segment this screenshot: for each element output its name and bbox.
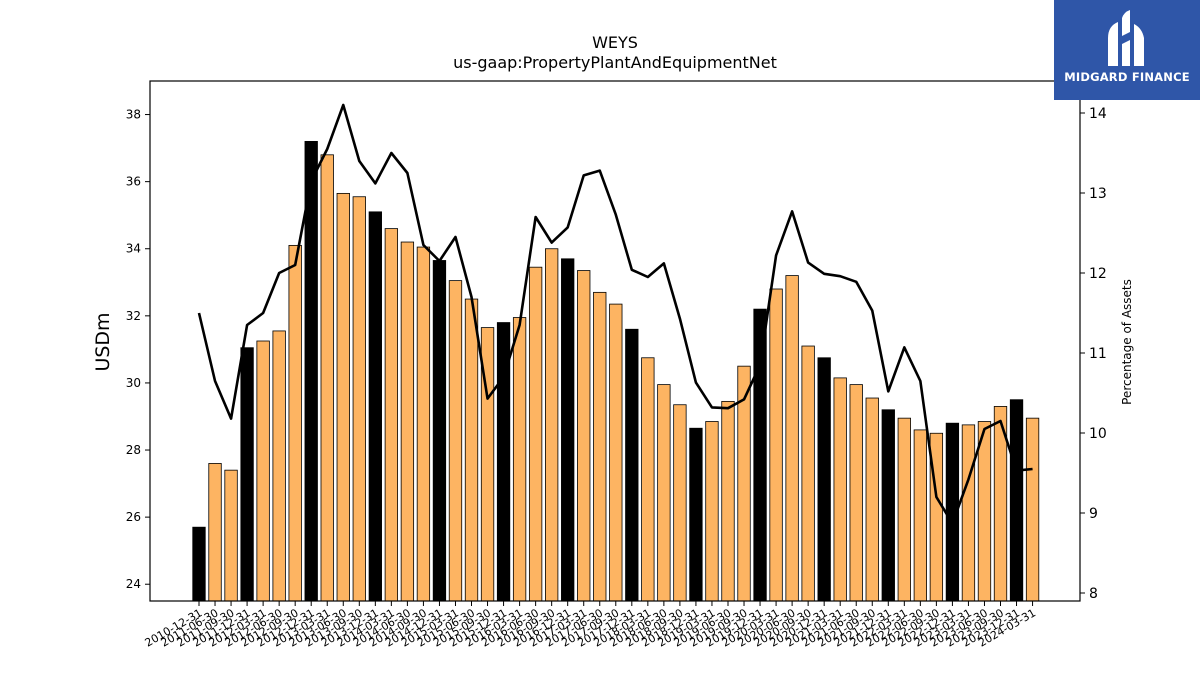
y2-tick-label: 9 [1089, 506, 1098, 522]
bar [673, 404, 687, 602]
bar [432, 260, 447, 602]
midgard-finance-logo: MIDGARD FINANCE [1054, 0, 1200, 100]
bar [400, 241, 415, 602]
bar [192, 526, 206, 602]
midgard-logo-mark [1108, 10, 1144, 66]
bar [785, 275, 799, 602]
line-series [197, 103, 1033, 525]
bar [913, 429, 927, 602]
bar [448, 280, 463, 602]
bar [416, 246, 431, 602]
bar [561, 258, 575, 602]
logo-text: MIDGARD FINANCE [1064, 70, 1190, 84]
bar [625, 328, 639, 602]
y-tick-label: 26 [126, 510, 141, 524]
bar [705, 421, 719, 602]
bar [593, 291, 607, 602]
right-axis: 8 9 10 11 12 13 14 [1080, 106, 1107, 602]
bar [545, 248, 559, 602]
bar [224, 469, 238, 602]
y2-tick-label: 10 [1089, 426, 1107, 442]
pct-assets-line [197, 103, 1033, 525]
y2-tick-label: 12 [1089, 266, 1107, 282]
bar-series [192, 140, 1040, 602]
y-tick-label: 24 [126, 577, 141, 591]
y-tick-label: 32 [126, 309, 141, 323]
left-axis: 24 26 28 30 32 34 36 38 [126, 108, 150, 591]
bar [769, 288, 783, 602]
bar [577, 270, 591, 602]
bar [609, 303, 623, 602]
chart-subtitle: us-gaap:PropertyPlantAndEquipmentNet [453, 53, 777, 72]
plot-frame [149, 80, 1081, 602]
y-axis-label: USDm [92, 312, 114, 371]
y2-tick-label: 8 [1089, 586, 1098, 602]
y-tick-label: 38 [126, 108, 141, 122]
bar [512, 317, 527, 602]
bar [368, 211, 382, 602]
y-tick-label: 28 [126, 443, 141, 457]
bar [897, 417, 911, 602]
bar [753, 308, 767, 602]
bar [320, 154, 334, 602]
bar [352, 196, 366, 602]
bar [464, 298, 479, 602]
bar [528, 266, 543, 602]
bar [849, 384, 863, 602]
bar [641, 357, 655, 602]
bar [961, 424, 976, 602]
chart-title: WEYS [592, 33, 638, 52]
y-tick-label: 34 [126, 242, 141, 256]
bar [1009, 399, 1024, 602]
y-tick-label: 36 [126, 175, 141, 189]
bar [977, 421, 992, 602]
bar [801, 345, 815, 602]
bar [256, 340, 270, 602]
bar [721, 400, 735, 602]
y2-tick-label: 11 [1089, 346, 1107, 362]
bar [208, 463, 222, 602]
bar [657, 384, 671, 602]
bar [384, 228, 399, 602]
bar [272, 330, 286, 602]
bar [1025, 417, 1040, 602]
y-tick-label: 30 [126, 376, 141, 390]
bar [865, 397, 879, 602]
y2-tick-label: 14 [1089, 106, 1107, 122]
bar [336, 192, 350, 602]
y2-axis-label: Percentage of Assets [1120, 279, 1134, 405]
bar [288, 244, 302, 602]
bar [240, 347, 254, 602]
bar [817, 357, 831, 602]
y2-tick-label: 13 [1089, 186, 1107, 202]
bar [689, 427, 703, 602]
x-axis: 2010-12-312011-06-302011-09-302011-12-31… [143, 601, 1038, 650]
bar [881, 409, 895, 602]
bar [833, 377, 847, 602]
